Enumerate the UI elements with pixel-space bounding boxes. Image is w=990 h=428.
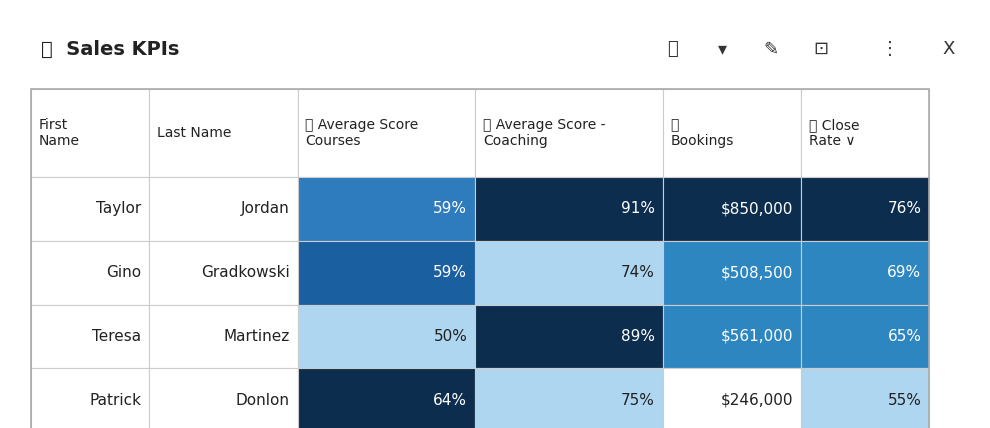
- FancyBboxPatch shape: [298, 89, 475, 177]
- Text: ⋮: ⋮: [881, 40, 899, 58]
- Text: 55%: 55%: [888, 393, 922, 408]
- FancyBboxPatch shape: [475, 241, 663, 304]
- Text: ⊡: ⊡: [813, 40, 829, 58]
- Text: ⌕: ⌕: [667, 40, 678, 58]
- Text: ✎: ✎: [764, 40, 779, 58]
- Text: Teresa: Teresa: [92, 329, 142, 344]
- Text: 89%: 89%: [621, 329, 655, 344]
- Text: First
Name: First Name: [39, 118, 80, 148]
- FancyBboxPatch shape: [149, 177, 298, 241]
- FancyBboxPatch shape: [663, 177, 801, 241]
- Text: Patrick: Patrick: [89, 393, 142, 408]
- Text: ⓘ
Bookings: ⓘ Bookings: [671, 118, 735, 148]
- Text: $508,500: $508,500: [721, 265, 793, 280]
- Text: Martinez: Martinez: [224, 329, 290, 344]
- FancyBboxPatch shape: [801, 369, 930, 428]
- FancyBboxPatch shape: [149, 89, 298, 177]
- Text: Last Name: Last Name: [157, 126, 232, 140]
- Text: Donlon: Donlon: [236, 393, 290, 408]
- Text: $246,000: $246,000: [721, 393, 793, 408]
- Text: Jordan: Jordan: [241, 201, 290, 216]
- FancyBboxPatch shape: [663, 89, 801, 177]
- Text: ⓘ Close
Rate ∨: ⓘ Close Rate ∨: [809, 118, 859, 148]
- FancyBboxPatch shape: [663, 304, 801, 369]
- Text: ⓘ Average Score -
Coaching: ⓘ Average Score - Coaching: [483, 118, 606, 148]
- FancyBboxPatch shape: [663, 369, 801, 428]
- FancyBboxPatch shape: [31, 89, 149, 177]
- Text: ⓘ  Sales KPIs: ⓘ Sales KPIs: [41, 40, 179, 59]
- FancyBboxPatch shape: [298, 304, 475, 369]
- FancyBboxPatch shape: [149, 369, 298, 428]
- FancyBboxPatch shape: [298, 177, 475, 241]
- Text: 65%: 65%: [887, 329, 922, 344]
- Text: X: X: [942, 40, 955, 58]
- Text: 69%: 69%: [887, 265, 922, 280]
- FancyBboxPatch shape: [475, 304, 663, 369]
- Text: $850,000: $850,000: [721, 201, 793, 216]
- Text: Gino: Gino: [107, 265, 142, 280]
- FancyBboxPatch shape: [475, 177, 663, 241]
- Text: 59%: 59%: [434, 265, 467, 280]
- Text: 74%: 74%: [621, 265, 655, 280]
- FancyBboxPatch shape: [149, 241, 298, 304]
- FancyBboxPatch shape: [31, 177, 149, 241]
- FancyBboxPatch shape: [31, 304, 149, 369]
- FancyBboxPatch shape: [801, 177, 930, 241]
- FancyBboxPatch shape: [801, 89, 930, 177]
- Text: 64%: 64%: [434, 393, 467, 408]
- FancyBboxPatch shape: [663, 241, 801, 304]
- FancyBboxPatch shape: [475, 89, 663, 177]
- Text: 75%: 75%: [621, 393, 655, 408]
- FancyBboxPatch shape: [31, 369, 149, 428]
- Text: ⓘ Average Score
Courses: ⓘ Average Score Courses: [306, 118, 419, 148]
- Text: Taylor: Taylor: [96, 201, 142, 216]
- Text: $561,000: $561,000: [721, 329, 793, 344]
- FancyBboxPatch shape: [475, 369, 663, 428]
- Text: 91%: 91%: [621, 201, 655, 216]
- FancyBboxPatch shape: [801, 241, 930, 304]
- FancyBboxPatch shape: [149, 304, 298, 369]
- FancyBboxPatch shape: [31, 241, 149, 304]
- Text: ▾: ▾: [718, 40, 727, 58]
- Text: 76%: 76%: [887, 201, 922, 216]
- FancyBboxPatch shape: [298, 241, 475, 304]
- FancyBboxPatch shape: [801, 304, 930, 369]
- FancyBboxPatch shape: [298, 369, 475, 428]
- Text: 50%: 50%: [434, 329, 467, 344]
- Text: Gradkowski: Gradkowski: [201, 265, 290, 280]
- Text: 59%: 59%: [434, 201, 467, 216]
